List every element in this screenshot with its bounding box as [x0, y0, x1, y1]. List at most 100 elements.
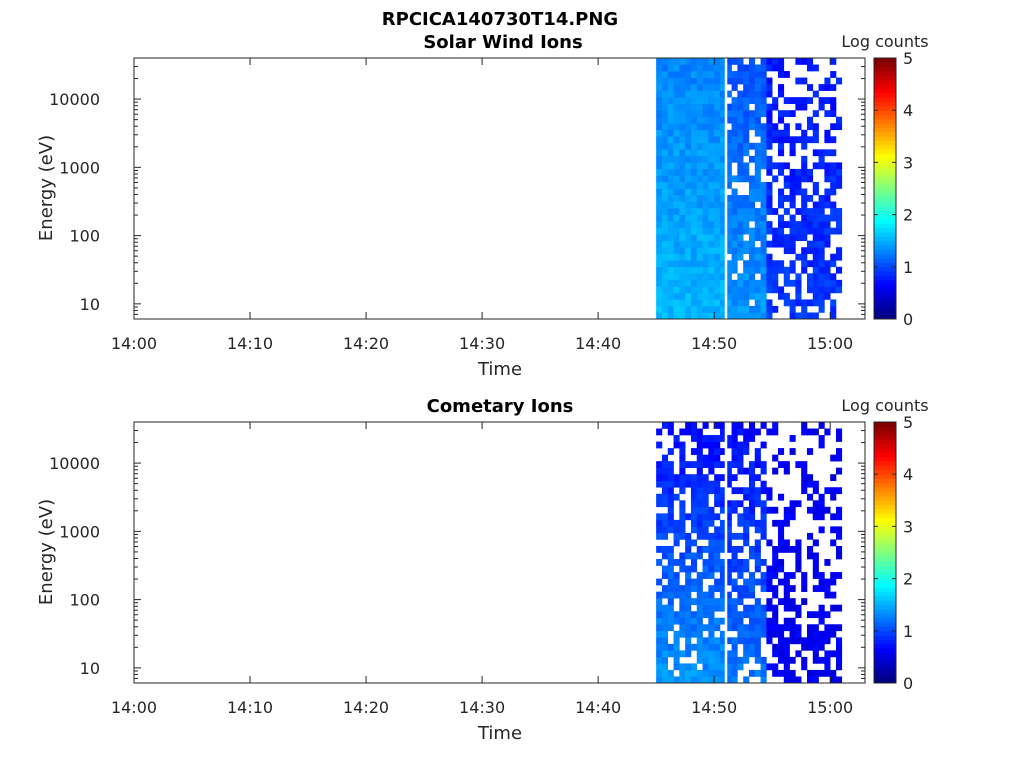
- heatmap-cell: [661, 208, 669, 215]
- heatmap-cell: [737, 90, 744, 98]
- heatmap-cell: [748, 279, 756, 287]
- heatmap-cell: [708, 247, 715, 255]
- heatmap-cell: [685, 474, 692, 482]
- heatmap-cell: [690, 493, 698, 501]
- heatmap-cell: [656, 266, 663, 274]
- heatmap-cell: [667, 506, 674, 514]
- heatmap-cell: [801, 572, 808, 579]
- heatmap-cell: [714, 142, 721, 150]
- heatmap-cell: [679, 208, 686, 215]
- heatmap-cell: [737, 500, 744, 508]
- heatmap-cell: [714, 617, 721, 625]
- heatmap-cell: [737, 162, 744, 170]
- heatmap-cell: [772, 604, 779, 612]
- heatmap-cell: [835, 624, 843, 632]
- heatmap-cell: [760, 676, 767, 684]
- heatmap-cell: [731, 136, 738, 144]
- heatmap-cell: [830, 175, 837, 183]
- heatmap-cell: [737, 136, 744, 144]
- heatmap-cell: [731, 585, 738, 592]
- heatmap-cell: [702, 454, 709, 462]
- heatmap-cell: [702, 90, 709, 98]
- heatmap-cell: [743, 506, 750, 514]
- heatmap-cell: [772, 273, 779, 281]
- heatmap-cell: [667, 312, 674, 320]
- heatmap-cell: [783, 123, 790, 131]
- heatmap-cell: [661, 513, 669, 521]
- heatmap-cell: [708, 286, 715, 294]
- heatmap-cell: [789, 669, 796, 677]
- heatmap-cell: [737, 71, 744, 78]
- heatmap-cell: [679, 312, 686, 320]
- heatmap-cell: [696, 260, 703, 268]
- heatmap-cell: [812, 669, 819, 677]
- heatmap-cell: [737, 565, 744, 573]
- heatmap-cell: [766, 428, 773, 436]
- heatmap-cell: [835, 253, 843, 261]
- heatmap-cell: [690, 221, 698, 228]
- heatmap-cell: [685, 110, 692, 118]
- heatmap-cell: [719, 663, 727, 671]
- heatmap-cell: [656, 90, 663, 98]
- heatmap-cell: [702, 260, 709, 268]
- heatmap-cell: [801, 637, 808, 645]
- heatmap-cell: [812, 279, 819, 287]
- heatmap-cell: [795, 175, 802, 183]
- heatmap-cell: [824, 77, 831, 85]
- heatmap-cell: [835, 168, 843, 176]
- heatmap-cell: [754, 260, 761, 268]
- heatmap-cell: [783, 97, 790, 104]
- heatmap-cell: [731, 676, 738, 684]
- heatmap-cell: [702, 461, 709, 468]
- heatmap-cell: [656, 149, 663, 157]
- heatmap-cell: [789, 448, 796, 455]
- heatmap-cell: [824, 110, 831, 118]
- heatmap-cell: [812, 624, 819, 632]
- heatmap-cell: [754, 90, 761, 98]
- heatmap-cell: [702, 487, 709, 495]
- heatmap-cell: [696, 136, 703, 144]
- heatmap-cell: [737, 227, 744, 235]
- heatmap-cell: [743, 493, 750, 501]
- heatmap-cell: [708, 201, 715, 209]
- heatmap-cell: [667, 604, 674, 612]
- heatmap-cell: [748, 552, 756, 560]
- heatmap-cell: [731, 149, 738, 157]
- heatmap-cell: [690, 630, 698, 638]
- heatmap-cell: [824, 162, 831, 170]
- heatmap-cell: [725, 611, 732, 619]
- heatmap-cell: [696, 175, 703, 183]
- colorbar-swatch: [874, 639, 896, 645]
- heatmap-cell: [783, 545, 790, 553]
- heatmap-cell: [708, 656, 715, 664]
- heatmap-cell: [679, 676, 686, 684]
- colorbar-tick-label: 4: [903, 101, 913, 120]
- heatmap-cell: [766, 572, 773, 579]
- heatmap-cell: [708, 611, 715, 619]
- heatmap-cell: [754, 227, 761, 235]
- heatmap-cell: [685, 637, 692, 645]
- heatmap-cell: [760, 312, 767, 320]
- heatmap-cell: [708, 559, 715, 566]
- heatmap-cell: [702, 500, 709, 508]
- heatmap-cell: [696, 58, 703, 65]
- heatmap-cell: [783, 195, 790, 202]
- heatmap-cell: [719, 155, 727, 163]
- colorbar-tick-label: 2: [903, 206, 913, 225]
- colorbar-swatch: [874, 500, 896, 506]
- heatmap-cell: [673, 572, 680, 579]
- heatmap-cell: [661, 110, 669, 118]
- heatmap-cell: [679, 129, 686, 137]
- heatmap-cell: [725, 637, 732, 645]
- x-axis-ticks: 14:00 14:10 14:20 14:30 14:40 14:50 15:00: [111, 58, 853, 353]
- colorbar-swatch: [874, 236, 896, 242]
- heatmap-cell: [702, 559, 709, 566]
- heatmap-cell: [789, 168, 796, 176]
- heatmap-cell: [656, 305, 663, 313]
- heatmap-cell: [696, 103, 703, 111]
- heatmap-cell: [789, 572, 796, 579]
- heatmap-cell: [824, 506, 831, 514]
- heatmap-cell: [754, 428, 761, 436]
- heatmap-cell: [708, 435, 715, 442]
- heatmap-cell: [667, 428, 674, 436]
